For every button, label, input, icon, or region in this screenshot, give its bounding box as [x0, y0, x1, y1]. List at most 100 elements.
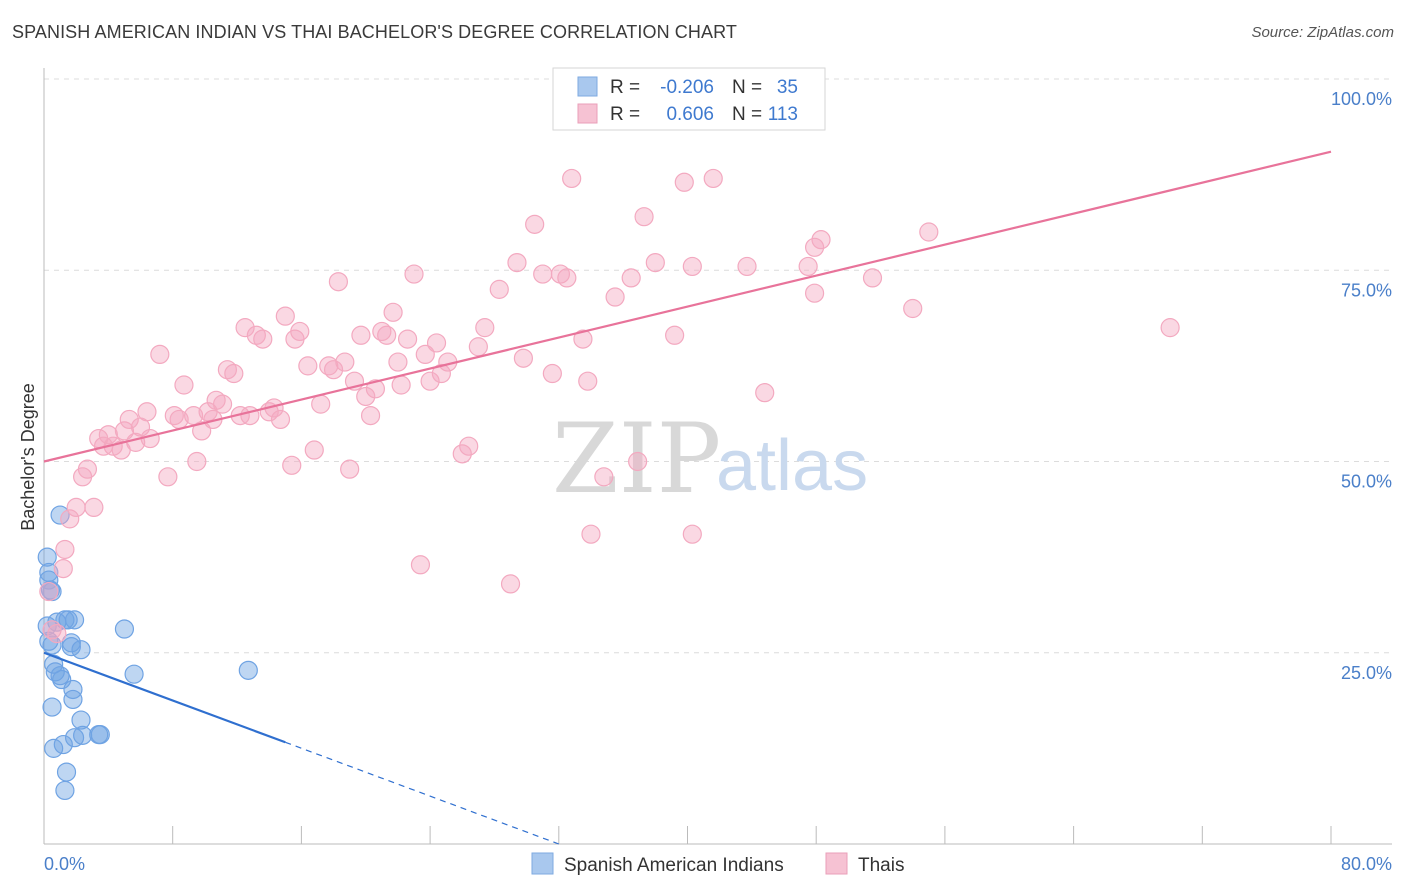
- legend-label-thais: Thais: [858, 855, 904, 876]
- point-thais: [328, 272, 349, 292]
- point-thais: [452, 444, 472, 464]
- legend-r-label-2: R =: [610, 104, 640, 125]
- data-points: [37, 168, 1180, 801]
- tick-labels: 25.0% 50.0% 75.0% 100.0% 0.0% 80.0%: [44, 89, 1392, 874]
- point-thais: [645, 253, 665, 273]
- point-spanish-american-indians: [63, 689, 83, 710]
- point-thais: [47, 624, 67, 644]
- stats-legend: R = -0.206 N = 35 R = 0.606 N = 113: [552, 67, 826, 131]
- point-thais: [53, 558, 73, 579]
- point-thais: [562, 168, 582, 189]
- point-thais: [55, 539, 75, 560]
- legend-swatch-blue: [577, 76, 598, 97]
- source-label: Source: ZipAtlas.com: [1251, 24, 1394, 41]
- legend-n-value-2: 113: [768, 104, 798, 125]
- legend-r-value-2: 0.606: [666, 104, 714, 125]
- point-spanish-american-indians: [114, 619, 135, 639]
- point-thais: [404, 264, 424, 284]
- legend-swatch-spanish-american-indians: [531, 852, 554, 875]
- point-thais: [674, 172, 694, 192]
- point-thais: [798, 256, 818, 277]
- y-tick-label: 75.0%: [1341, 280, 1392, 300]
- point-spanish-american-indians: [37, 547, 57, 567]
- point-thais: [594, 467, 614, 487]
- legend-n-label-1: N =: [732, 77, 762, 98]
- point-thais: [84, 497, 104, 517]
- point-thais: [377, 325, 397, 345]
- point-thais: [468, 337, 488, 357]
- point-thais: [621, 268, 641, 288]
- trend-line-spanish-american-indians: [43, 651, 286, 744]
- watermark-atlas: atlas: [716, 426, 868, 506]
- point-thais: [150, 344, 170, 364]
- grid-lines: [44, 78, 1392, 654]
- watermark: ZIP atlas: [552, 403, 868, 515]
- point-thais: [270, 409, 291, 430]
- point-thais: [420, 371, 440, 391]
- point-thais: [253, 329, 273, 349]
- point-thais: [224, 363, 244, 384]
- point-thais: [66, 497, 86, 517]
- point-thais: [581, 524, 601, 544]
- point-thais: [212, 394, 233, 414]
- point-spanish-american-indians: [71, 640, 91, 660]
- point-thais: [340, 459, 360, 479]
- point-thais: [39, 581, 59, 602]
- point-spanish-american-indians: [90, 725, 110, 745]
- legend-swatch-thais: [825, 852, 848, 875]
- point-thais: [137, 402, 157, 422]
- point-thais: [682, 524, 702, 544]
- point-thais: [356, 386, 376, 407]
- legend-r-label-1: R =: [610, 77, 640, 98]
- point-thais: [365, 379, 386, 399]
- y-axis-title: Bachelor's Degree: [18, 383, 38, 531]
- point-thais: [475, 318, 495, 338]
- point-thais: [388, 352, 408, 372]
- point-thais: [360, 406, 381, 426]
- point-thais: [903, 298, 923, 319]
- point-thais: [114, 421, 135, 441]
- point-spanish-american-indians: [64, 610, 85, 630]
- point-thais: [391, 375, 411, 395]
- series-legend: Spanish American Indians Thais: [531, 852, 904, 876]
- point-thais: [542, 363, 562, 384]
- legend-n-label-2: N =: [732, 104, 762, 125]
- point-spanish-american-indians: [64, 728, 85, 748]
- trend-line-extension-spanish-american-indians: [285, 741, 560, 845]
- point-thais: [665, 325, 685, 345]
- point-thais: [628, 451, 648, 472]
- point-thais: [1160, 318, 1180, 338]
- trend-lines: [43, 150, 1332, 845]
- point-thais: [804, 283, 825, 303]
- point-thais: [557, 268, 577, 288]
- point-spanish-american-indians: [50, 505, 70, 525]
- point-thais: [275, 306, 295, 326]
- point-spanish-american-indians: [71, 710, 91, 730]
- point-spanish-american-indians: [238, 660, 258, 680]
- point-thais: [235, 318, 255, 338]
- point-thais: [158, 467, 178, 487]
- point-thais: [737, 256, 757, 277]
- point-thais: [919, 222, 939, 242]
- point-thais: [311, 394, 331, 414]
- point-thais: [323, 360, 344, 380]
- point-thais: [500, 574, 521, 594]
- point-thais: [77, 459, 98, 479]
- x-tick-label-max: 80.0%: [1341, 854, 1392, 874]
- point-thais: [513, 348, 534, 368]
- point-thais: [98, 425, 118, 445]
- legend-swatch-pink: [577, 103, 598, 124]
- legend-n-value-1: 35: [777, 77, 798, 98]
- point-thais: [682, 256, 702, 277]
- point-thais: [187, 451, 207, 472]
- point-thais: [811, 230, 831, 250]
- point-thais: [410, 555, 431, 575]
- legend-label-spanish-american-indians: Spanish American Indians: [564, 855, 784, 876]
- point-thais: [862, 268, 883, 288]
- legend-r-value-1: -0.206: [660, 77, 714, 98]
- legend-box: [552, 67, 826, 131]
- point-thais: [298, 356, 318, 376]
- point-thais: [174, 375, 194, 395]
- point-spanish-american-indians: [44, 738, 64, 758]
